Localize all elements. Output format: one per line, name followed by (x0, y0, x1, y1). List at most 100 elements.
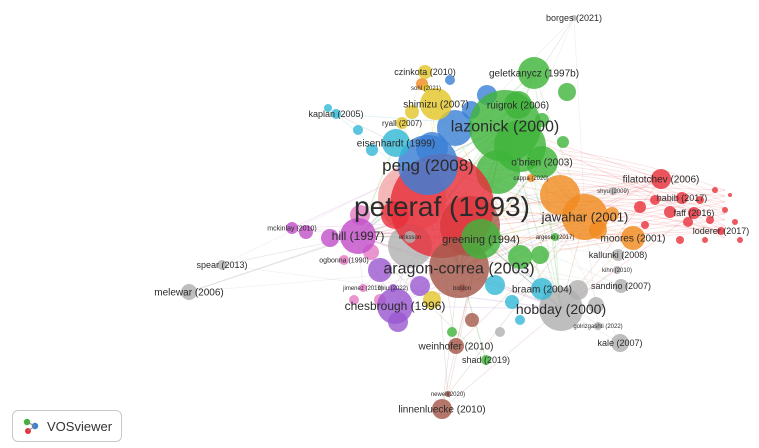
minor-bubble[interactable] (722, 207, 728, 213)
minor-bubble[interactable] (696, 196, 704, 204)
node-label-braam[interactable]: braam (2004) (512, 285, 572, 296)
minor-bubble[interactable] (641, 221, 649, 229)
node-bubble-eisenhardt[interactable] (382, 129, 410, 157)
minor-bubble[interactable] (557, 136, 569, 148)
minor-bubble[interactable] (366, 144, 378, 156)
node-bubble-geletkanycz[interactable] (518, 57, 550, 89)
node-bubble-spear[interactable] (217, 260, 227, 270)
node-label-ryall[interactable]: ryall (2007) (382, 119, 422, 128)
node-label-shimizu[interactable]: shimizu (2007) (403, 100, 469, 111)
node-label-spear[interactable]: spear (2013) (196, 260, 247, 270)
node-label-lazonick[interactable]: lazonick (2000) (451, 119, 560, 136)
node-bubble-sohl[interactable] (422, 84, 430, 92)
node-bubble-linnenluecke[interactable] (432, 399, 452, 419)
vosviewer-badge[interactable]: VOSviewer (12, 410, 122, 442)
node-label-boston[interactable]: boston (453, 286, 471, 292)
minor-bubble[interactable] (702, 237, 708, 243)
node-bubble-braam[interactable] (531, 278, 553, 300)
node-bubble-loderer[interactable] (717, 227, 725, 235)
node-bubble-habib[interactable] (676, 192, 688, 204)
node-bubble-ogbonna[interactable] (339, 255, 349, 265)
minor-bubble[interactable] (485, 275, 505, 295)
node-label-chiu[interactable]: chiu (2022) (378, 286, 408, 292)
node-bubble-kaplan[interactable] (331, 109, 341, 119)
node-bubble-filatotchev[interactable] (651, 169, 671, 189)
minor-bubble[interactable] (712, 187, 718, 193)
node-bubble-faff[interactable] (688, 207, 700, 219)
node-bubble-kihn[interactable] (613, 266, 621, 274)
node-label-eisenhardt[interactable]: eisenhardt (1999) (357, 139, 435, 150)
minor-bubble[interactable] (299, 225, 313, 239)
node-bubble-ryall[interactable] (396, 117, 408, 129)
node-label-hill[interactable]: hill (1997) (332, 229, 385, 243)
node-label-jimenez[interactable]: jimenez (2019) (342, 286, 383, 292)
node-label-borges[interactable]: borges (2021) (546, 13, 602, 23)
node-label-faff[interactable]: faff (2016) (674, 208, 715, 218)
minor-bubble[interactable] (321, 229, 339, 247)
node-label-greening[interactable]: greening (1994) (442, 234, 520, 246)
minor-bubble[interactable] (683, 217, 693, 227)
node-bubble-weinhofer[interactable] (448, 338, 464, 354)
node-bubble-boston[interactable] (458, 284, 466, 292)
node-bubble-peng[interactable] (398, 135, 458, 195)
node-label-shad[interactable]: shad (2019) (462, 355, 510, 365)
node-label-newell[interactable]: newell(2020) (431, 392, 465, 398)
node-label-sohl[interactable]: sohl (2021) (411, 86, 441, 92)
node-bubble-hobday[interactable] (539, 287, 583, 331)
node-label-kallunki[interactable]: kallunki (2008) (589, 250, 648, 260)
node-label-weinhofer[interactable]: weinhofer (2010) (417, 342, 493, 353)
minor-bubble[interactable] (465, 313, 479, 327)
minor-bubble[interactable] (664, 206, 676, 218)
node-bubble-newell[interactable] (445, 391, 451, 397)
node-label-geletkanycz[interactable]: geletkanycz (1997b) (489, 69, 579, 80)
node-label-filatotchev[interactable]: filatotchev (2006) (623, 175, 700, 186)
node-bubble-golrizgashti[interactable] (594, 322, 602, 330)
node-label-aragon[interactable]: aragon-correa (2003) (383, 261, 534, 278)
minor-bubble[interactable] (515, 315, 525, 325)
node-bubble-shyu[interactable] (609, 187, 617, 195)
node-label-kaplan[interactable]: kaplan (2005) (308, 109, 363, 119)
node-label-kihn[interactable]: kihn (2010) (602, 268, 632, 274)
node-label-kale[interactable]: kale (2007) (597, 338, 642, 348)
node-bubble-czinkota[interactable] (418, 65, 432, 79)
node-bubble-argesio[interactable] (551, 233, 559, 241)
node-bubble-melewar[interactable] (181, 284, 197, 300)
node-bubble-greening[interactable] (461, 219, 501, 259)
minor-bubble[interactable] (423, 291, 441, 309)
node-label-shyu[interactable]: shyu (2009) (597, 189, 629, 195)
node-bubble-borges[interactable] (571, 15, 577, 21)
node-label-eriksson[interactable]: eriksson (399, 235, 421, 241)
minor-bubble[interactable] (605, 207, 619, 221)
node-label-mckinlay[interactable]: mckinlay (2010) (267, 225, 316, 232)
node-label-obrien[interactable]: o'brien (2003) (511, 158, 572, 169)
node-label-cappa[interactable]: cappa (2020) (513, 176, 548, 182)
minor-bubble[interactable] (410, 276, 430, 296)
node-bubble-moores[interactable] (621, 226, 645, 250)
minor-bubble[interactable] (634, 201, 646, 213)
minor-bubble[interactable] (650, 195, 660, 205)
minor-bubble[interactable] (737, 237, 743, 243)
minor-bubble[interactable] (706, 216, 714, 224)
minor-bubble[interactable] (349, 295, 359, 305)
node-label-jawahar[interactable]: jawahar (2001) (541, 210, 629, 225)
node-bubble-cappa[interactable] (527, 174, 535, 182)
node-bubble-jimenez[interactable] (359, 284, 367, 292)
node-label-sandino[interactable]: sandino (2007) (591, 281, 651, 291)
node-label-hobday[interactable]: hobday (2000) (516, 301, 606, 317)
node-label-czinkota[interactable]: czinkota (2010) (394, 67, 456, 77)
minor-bubble[interactable] (368, 258, 392, 282)
minor-bubble[interactable] (588, 297, 604, 313)
node-bubble-kale[interactable] (611, 334, 629, 352)
node-label-golrizgashti[interactable]: golrizgashti (2022) (573, 324, 622, 330)
node-label-loderer[interactable]: loderer (2017) (693, 226, 750, 236)
node-bubble-mckinlay[interactable] (286, 222, 298, 234)
node-label-peteraf[interactable]: peteraf (1993) (354, 191, 530, 222)
minor-bubble[interactable] (437, 110, 473, 146)
minor-bubble[interactable] (531, 246, 549, 264)
minor-bubble[interactable] (445, 75, 455, 85)
minor-bubble[interactable] (505, 295, 519, 309)
node-bubble-sandino[interactable] (614, 279, 628, 293)
node-label-moores[interactable]: moores (2001) (600, 234, 665, 245)
node-bubble-ruigrok[interactable] (504, 91, 532, 119)
